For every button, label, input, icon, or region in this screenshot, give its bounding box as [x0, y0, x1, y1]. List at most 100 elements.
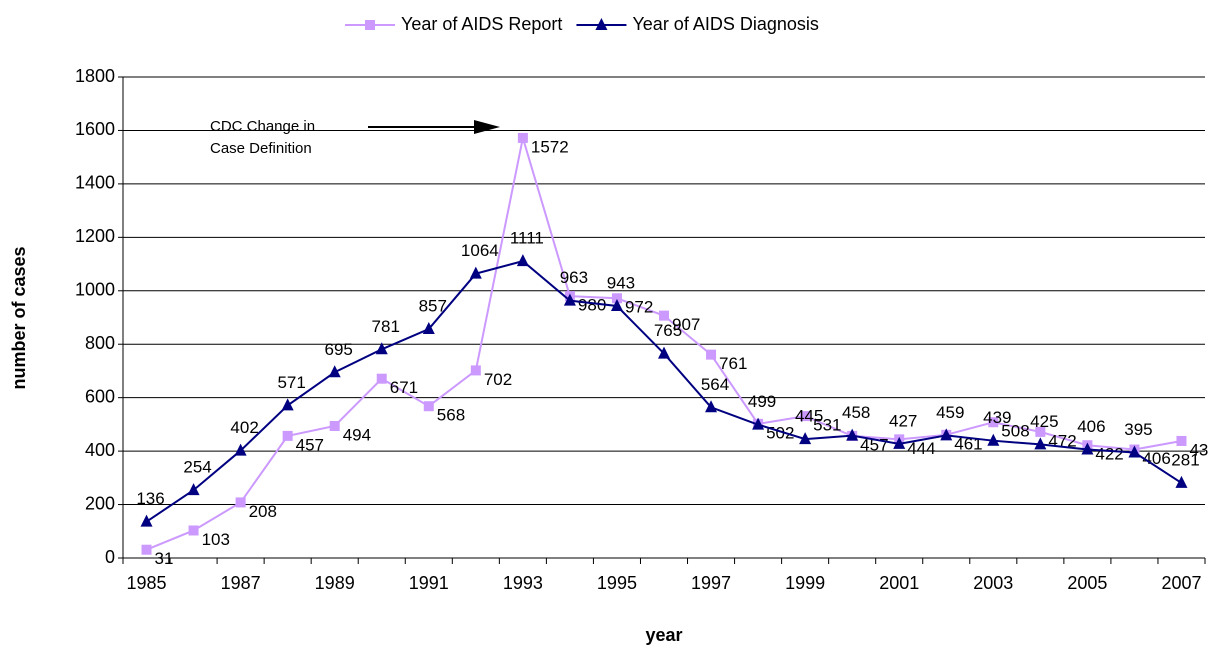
marker: [188, 525, 199, 536]
y-axis-title: number of cases: [9, 246, 29, 389]
marker: [281, 398, 294, 411]
data-label: 444: [907, 439, 935, 458]
y-tick-label: 1400: [75, 173, 115, 193]
y-tick-label: 600: [85, 386, 115, 406]
data-label: 494: [343, 425, 371, 444]
marker: [658, 346, 670, 359]
data-label: 406: [1077, 417, 1105, 436]
data-label: 907: [672, 315, 700, 334]
data-label: 943: [607, 273, 635, 292]
x-tick-label: 1999: [785, 573, 825, 593]
marker: [376, 373, 387, 384]
x-tick-label: 1993: [503, 573, 543, 593]
marker: [141, 544, 152, 555]
marker: [375, 342, 388, 355]
marker: [595, 18, 608, 30]
marker: [423, 401, 434, 412]
marker: [470, 365, 481, 376]
data-label: 425: [1030, 412, 1058, 431]
data-label: 765: [654, 321, 682, 340]
data-label: 980: [578, 296, 606, 315]
data-label: 564: [701, 375, 729, 394]
x-tick-label: 1985: [126, 573, 166, 593]
marker: [987, 433, 1000, 446]
data-label: 458: [842, 403, 870, 422]
marker: [329, 420, 340, 431]
x-tick-label: 1997: [691, 573, 731, 593]
marker: [752, 417, 765, 430]
marker: [1035, 426, 1046, 437]
y-tick-label: 400: [85, 440, 115, 460]
marker: [563, 293, 576, 306]
y-tick-label: 200: [85, 493, 115, 513]
y-tick-label: 1000: [75, 280, 115, 300]
data-label: 406: [1142, 449, 1170, 468]
legend-label: Year of AIDS Diagnosis: [632, 14, 818, 34]
x-tick-label: 2005: [1067, 573, 1107, 593]
x-tick-label: 1987: [221, 573, 261, 593]
annotation: CDC Change in Case Definition: [210, 118, 315, 157]
data-label: 761: [719, 354, 747, 373]
marker: [187, 483, 200, 496]
marker: [706, 349, 717, 360]
x-tick-label: 1991: [409, 573, 449, 593]
x-tick-label: 1989: [315, 573, 355, 593]
x-tick-label: 2001: [879, 573, 919, 593]
data-label: 136: [136, 489, 164, 508]
data-label: 1064: [461, 241, 499, 260]
data-label: 1111: [510, 229, 544, 248]
data-label: 459: [936, 403, 964, 422]
marker: [940, 428, 953, 441]
data-label: 103: [202, 530, 230, 549]
data-label: 457: [296, 435, 324, 454]
marker: [365, 20, 375, 30]
y-tick-label: 1800: [75, 66, 115, 86]
data-label: 208: [249, 502, 277, 521]
data-label: 395: [1124, 420, 1152, 439]
data-label: 963: [560, 268, 588, 287]
data-label: 445: [795, 407, 823, 426]
data-label: 695: [325, 340, 353, 359]
marker: [234, 443, 247, 456]
x-tick-label: 1995: [597, 573, 637, 593]
marker: [235, 497, 246, 508]
x-tick-label: 2007: [1161, 573, 1201, 593]
marker: [846, 428, 859, 441]
y-tick-label: 1600: [75, 119, 115, 139]
marker: [282, 430, 293, 441]
data-label: 254: [183, 458, 211, 477]
marker: [469, 266, 482, 279]
marker: [800, 411, 811, 422]
data-label: 427: [889, 411, 917, 430]
marker: [1034, 437, 1047, 450]
data-label: 568: [437, 406, 465, 425]
x-axis-title: year: [645, 625, 682, 645]
marker: [1176, 435, 1187, 446]
data-label: 438: [1189, 440, 1209, 459]
annotation-arrowhead: [474, 120, 500, 134]
marker: [988, 417, 999, 428]
marker: [1175, 475, 1188, 488]
marker: [659, 310, 669, 321]
marker: [516, 254, 529, 267]
y-tick-label: 1200: [75, 226, 115, 246]
data-label: 1572: [531, 137, 569, 156]
marker: [422, 321, 435, 334]
data-label: 31: [155, 549, 174, 568]
data-label: 502: [766, 423, 794, 442]
x-tick-label: 2003: [973, 573, 1013, 593]
data-label: 422: [1095, 445, 1123, 464]
marker: [517, 132, 528, 143]
data-label: 571: [277, 373, 305, 392]
data-label: 281: [1171, 450, 1199, 469]
marker: [705, 400, 718, 413]
marker: [328, 365, 341, 378]
marker: [610, 299, 623, 312]
marker: [1081, 442, 1094, 455]
data-label: 499: [748, 392, 776, 411]
data-label: 671: [390, 378, 418, 397]
marker: [1128, 445, 1141, 458]
marker: [140, 514, 153, 527]
data-label: 972: [625, 298, 653, 317]
